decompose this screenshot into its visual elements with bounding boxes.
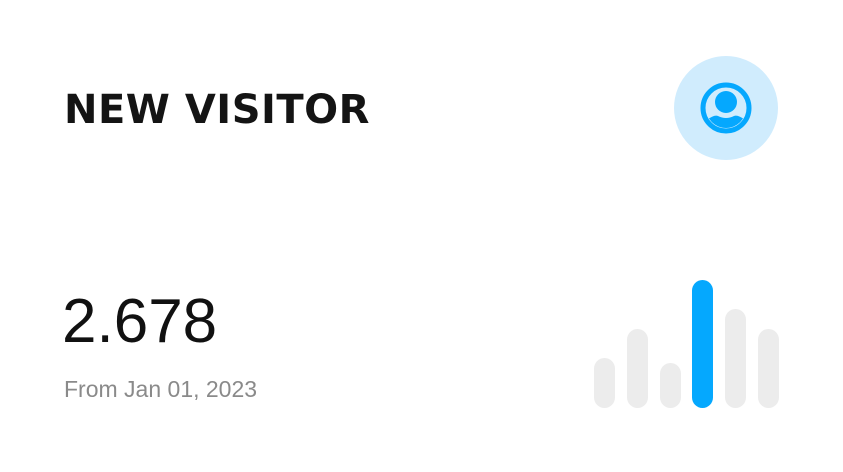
mini-bar-chart <box>594 270 784 408</box>
chart-bar-3 <box>659 363 681 408</box>
user-circle-icon <box>700 82 752 134</box>
icon-badge <box>674 56 778 160</box>
chart-bar-5 <box>725 309 747 408</box>
chart-bar-2 <box>626 328 648 408</box>
card-title: NEW VISITOR <box>64 87 370 133</box>
chart-bar-6 <box>758 328 779 408</box>
chart-bar-1 <box>594 358 615 408</box>
visitor-count: 2.678 <box>62 287 218 356</box>
date-range-label: From Jan 01, 2023 <box>64 376 258 402</box>
chart-bar-4 <box>692 280 714 408</box>
